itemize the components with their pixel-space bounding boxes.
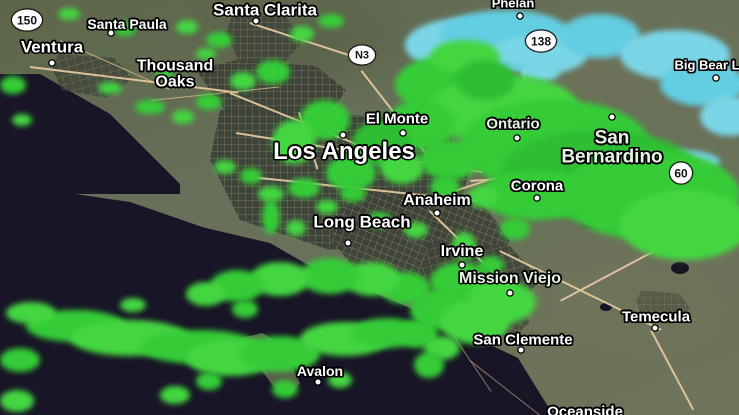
- city-label-anaheim: Anaheim: [403, 191, 471, 209]
- city-label-santa-paula: Santa Paula: [87, 15, 167, 32]
- city-label-thousand: Thousand Oaks: [136, 57, 214, 91]
- highway-shield-60: 60: [669, 161, 693, 185]
- city-marker-corona: [534, 195, 540, 201]
- city-label-phelan: Phelan: [491, 0, 535, 11]
- city-label-ontario: Ontario: [486, 115, 540, 133]
- highway-shield-138: 138: [525, 29, 557, 53]
- city-label-long-beach: Long Beach: [313, 212, 411, 232]
- city-label-ventura: Ventura: [20, 37, 84, 57]
- city-marker-santa-paula: [108, 30, 114, 36]
- city-label-mission-viejo: Mission Viejo: [459, 269, 561, 287]
- city-marker-phelan: [517, 13, 523, 19]
- city-label-line2: Oaks: [155, 74, 195, 91]
- highway-shield-n3: N3: [348, 44, 376, 66]
- city-label-big-bear-l: Big Bear L: [674, 57, 739, 73]
- city-marker-big-bear-l: [713, 75, 719, 81]
- city-marker-ontario: [514, 135, 520, 141]
- city-marker-mission-viejo: [507, 290, 513, 296]
- city-marker-los-angeles: [340, 132, 346, 138]
- city-marker-ventura: [49, 60, 55, 66]
- city-marker-santa-clarita: [253, 18, 259, 24]
- city-label-san: San Bernardino: [561, 127, 663, 168]
- city-marker-anaheim: [434, 210, 440, 216]
- city-marker-avalon: [315, 379, 321, 385]
- city-label-el-monte: El Monte: [365, 110, 429, 128]
- city-label-temecula: Temecula: [621, 308, 691, 326]
- city-label-oceanside: Oceanside: [547, 403, 623, 415]
- city-marker-san: [609, 114, 615, 120]
- city-label-corona: Corona: [510, 177, 564, 195]
- city-label-line2: Bernardino: [561, 147, 663, 168]
- city-label-avalon: Avalon: [296, 362, 344, 379]
- city-marker-irvine: [459, 262, 465, 268]
- city-label-los-angeles: Los Angeles: [273, 137, 415, 165]
- city-label-san-clemente: San Clemente: [473, 331, 573, 349]
- highway-shield-150: 150: [11, 8, 43, 32]
- city-marker-long-beach: [345, 240, 351, 246]
- city-label-santa-clarita: Santa Clarita: [213, 0, 317, 20]
- city-marker-el-monte: [400, 130, 406, 136]
- city-label-irvine: Irvine: [440, 242, 484, 260]
- city-marker-san-clemente: [518, 347, 524, 353]
- city-marker-temecula: [652, 325, 658, 331]
